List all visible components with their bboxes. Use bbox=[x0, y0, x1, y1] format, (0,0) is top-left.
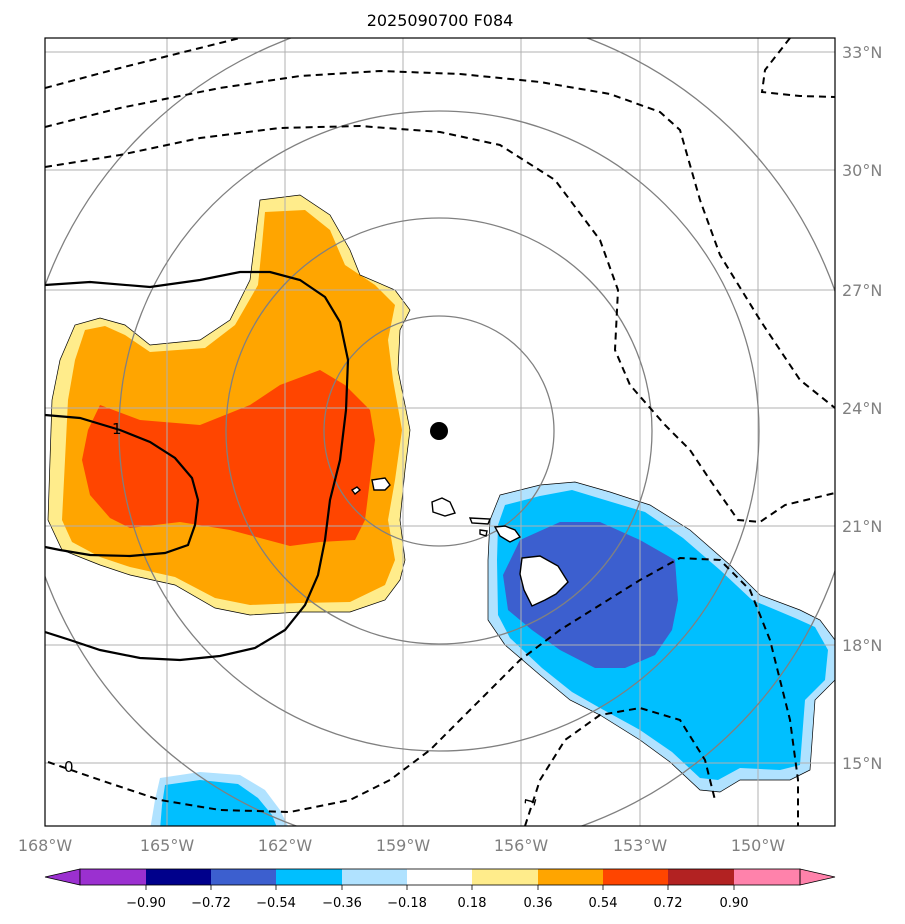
lat-label-21: 21°N bbox=[842, 517, 882, 536]
colorbar-extend-low bbox=[44, 868, 81, 886]
lon-labels: 168°W 165°W 162°W 159°W 156°W 153°W 150°… bbox=[18, 836, 786, 855]
contour-label-0: 0 bbox=[64, 758, 74, 776]
lat-label-30: 30°N bbox=[842, 161, 882, 180]
lon-label-168: 168°W bbox=[18, 836, 73, 855]
lat-label-27: 27°N bbox=[842, 281, 882, 300]
lon-label-156: 156°W bbox=[494, 836, 549, 855]
colorbar-extend-high bbox=[799, 868, 836, 886]
map-title: 2025090700 F084 bbox=[367, 11, 514, 30]
lon-label-165: 165°W bbox=[140, 836, 195, 855]
dashed-contours bbox=[45, 38, 835, 826]
lon-label-162: 162°W bbox=[258, 836, 313, 855]
colorbar-segment bbox=[211, 869, 276, 885]
graticule bbox=[45, 38, 835, 826]
colorbar-segment bbox=[80, 869, 146, 885]
colorbar: −0.90 −0.72 −0.54 −0.36 −0.18 0.18 0.36 … bbox=[44, 868, 836, 911]
colorbar-segment bbox=[146, 869, 211, 885]
lat-label-15: 15°N bbox=[842, 754, 882, 773]
colorbar-segment bbox=[734, 869, 800, 885]
lat-label-18: 18°N bbox=[842, 636, 882, 655]
colorbar-tick-label: 0.72 bbox=[654, 896, 683, 911]
hawaii-islands bbox=[350, 477, 569, 607]
lat-label-33: 33°N bbox=[842, 43, 882, 62]
lat-labels: 33°N 30°N 27°N 24°N 21°N 18°N 15°N bbox=[842, 43, 882, 773]
colorbar-tick-label: −0.54 bbox=[256, 896, 296, 911]
lon-label-153: 153°W bbox=[613, 836, 668, 855]
colorbar-segment bbox=[407, 869, 472, 885]
solid-contours bbox=[45, 270, 350, 662]
colorbar-segment bbox=[603, 869, 668, 885]
colorbar-tick-label: 0.18 bbox=[458, 896, 487, 911]
colorbar-tick-label: −0.18 bbox=[387, 896, 427, 911]
colorbar-tick-label: −0.90 bbox=[126, 896, 166, 911]
colorbar-tick-label: 0.36 bbox=[524, 896, 553, 911]
lon-label-159: 159°W bbox=[376, 836, 431, 855]
colorbar-tick-label: −0.36 bbox=[322, 896, 362, 911]
map-frame bbox=[44, 37, 836, 827]
colorbar-tick-label: −0.72 bbox=[191, 896, 231, 911]
colorbar-segment bbox=[472, 869, 538, 885]
colorbar-tick-label: 0.90 bbox=[720, 896, 749, 911]
range-rings bbox=[45, 38, 835, 826]
colorbar-segment bbox=[276, 869, 342, 885]
colorbar-segment bbox=[538, 869, 603, 885]
map-panel: 1 0 1 bbox=[45, 38, 835, 826]
colorbar-segment bbox=[668, 869, 734, 885]
storm-center-marker bbox=[430, 422, 448, 440]
colorbar-segment bbox=[342, 869, 407, 885]
lat-label-24: 24°N bbox=[842, 399, 882, 418]
colorbar-tick-label: 0.54 bbox=[589, 896, 618, 911]
contour-label-1-west: 1 bbox=[112, 420, 122, 438]
lon-label-150: 150°W bbox=[731, 836, 786, 855]
contour-label-1-south: 1 bbox=[521, 795, 541, 809]
